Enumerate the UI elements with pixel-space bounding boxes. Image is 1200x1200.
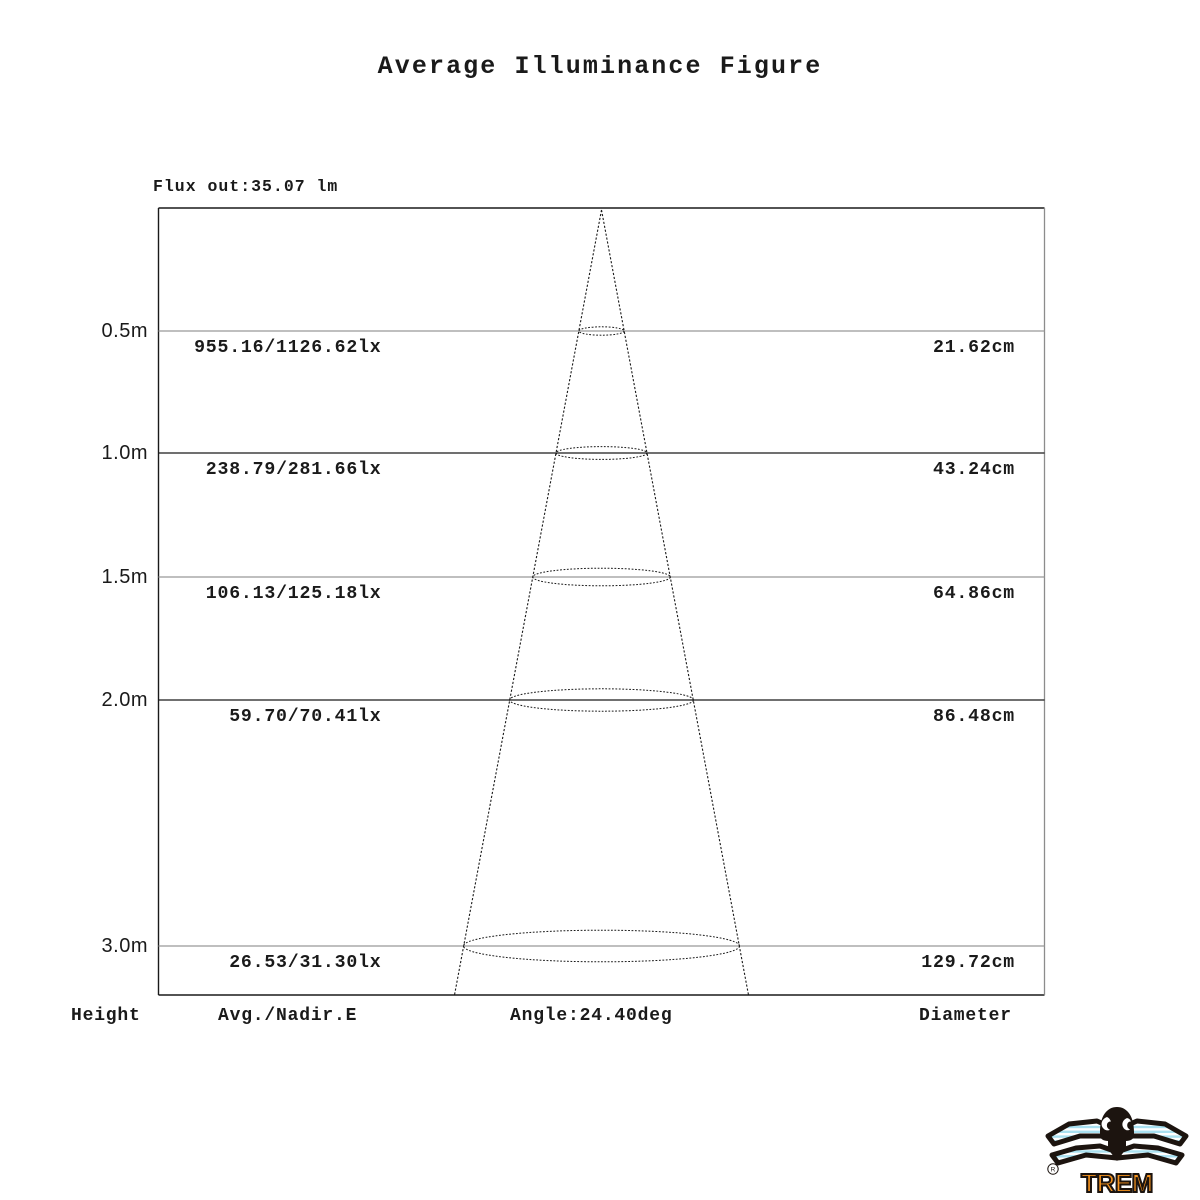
svg-text:R: R	[1051, 1167, 1056, 1174]
svg-text:TREM: TREM	[1081, 1168, 1153, 1198]
